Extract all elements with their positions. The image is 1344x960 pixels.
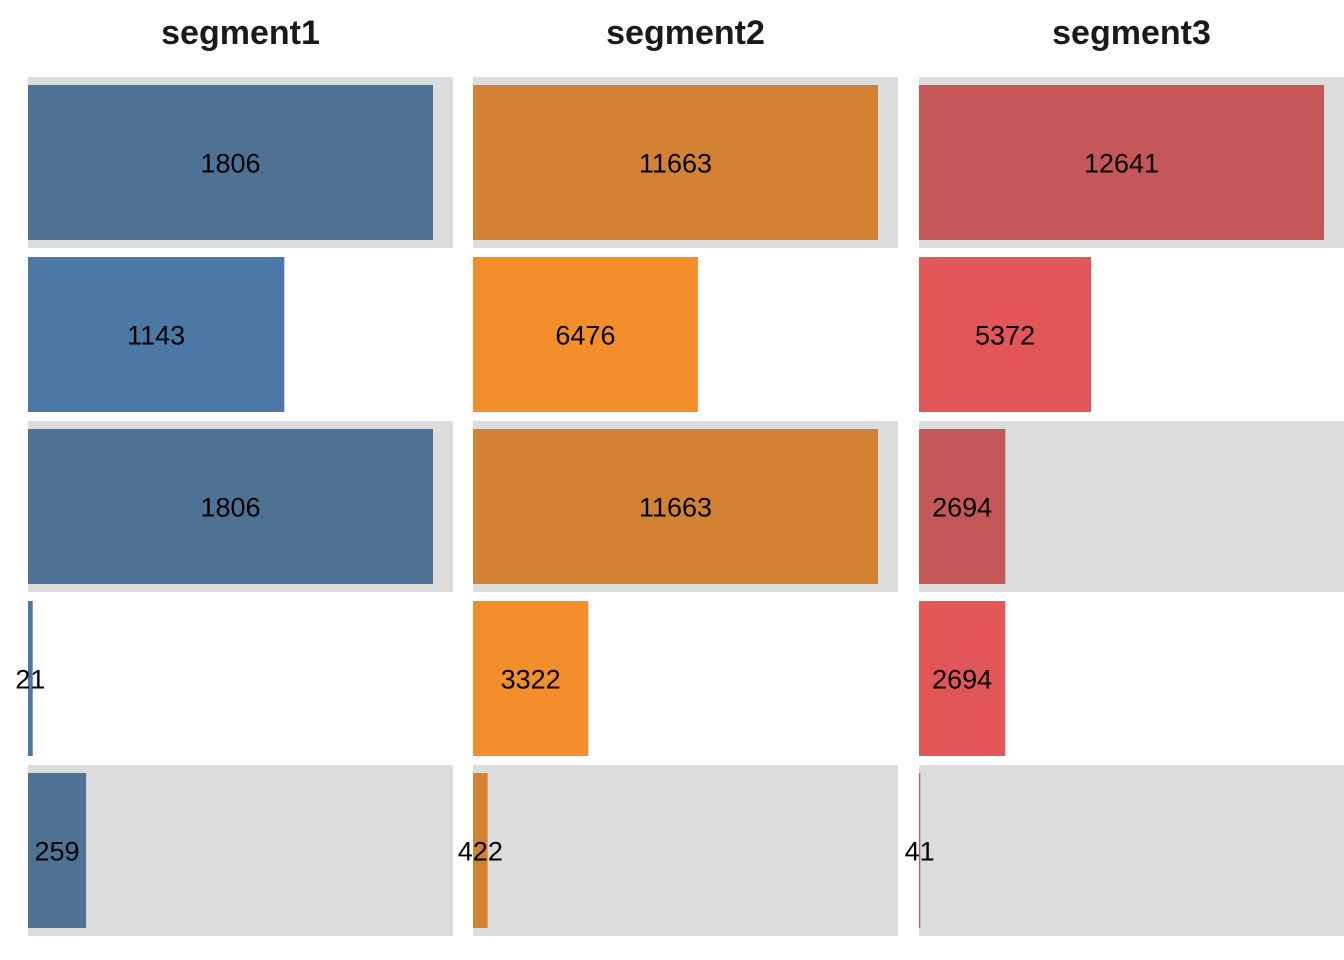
bar-value-label: 1143 [127,321,185,351]
bar-value-label: 2694 [932,493,992,523]
bar-segment2-2 [473,257,698,412]
bar-segment1-2 [28,257,285,412]
bar-value-label: 11663 [639,149,712,179]
panel-segment2: segment2 11663 6476 11663 3322 422 [458,14,898,936]
row-background [919,765,1344,936]
bar-value-label: 41 [905,837,935,867]
bar-value-label: 5372 [975,321,1035,351]
bar-segment2-4 [473,601,589,756]
bar-segment3-4 [919,601,1006,756]
bar-segment1-3 [28,429,433,584]
bar-value-label: 259 [35,837,80,867]
bar-value-label: 21 [15,665,45,695]
bar-segment1-4 [28,601,33,756]
bar-segment3-5 [919,773,921,928]
panel-title: segment3 [1052,14,1211,52]
panel-segment3: segment3 12641 5372 2694 2694 41 [905,14,1344,936]
bar-value-label: 2694 [932,665,992,695]
bar-segment3-1 [919,85,1324,240]
bar-segment3-2 [919,257,1092,412]
row-background [473,765,898,936]
bar-segment2-5 [473,773,488,928]
bar-value-label: 11663 [639,493,712,523]
panel-title: segment1 [161,14,320,52]
panel-title: segment2 [606,14,765,52]
bar-value-label: 6476 [555,321,615,351]
bar-segment1-1 [28,85,433,240]
bar-value-label: 1806 [200,493,260,523]
bar-value-label: 12641 [1084,149,1159,179]
bar-segment2-1 [473,85,878,240]
row-background [28,765,453,936]
bar-value-label: 422 [458,837,503,867]
bar-segment1-5 [28,773,87,928]
bar-value-label: 1806 [200,149,260,179]
bar-segment2-3 [473,429,878,584]
panels-group: segment1 1806 1143 1806 21 259 segment2 11663 64… [15,14,1344,936]
panel-segment1: segment1 1806 1143 1806 21 259 [15,14,453,936]
bar-value-label: 3322 [501,665,561,695]
bar-segment3-3 [919,429,1006,584]
